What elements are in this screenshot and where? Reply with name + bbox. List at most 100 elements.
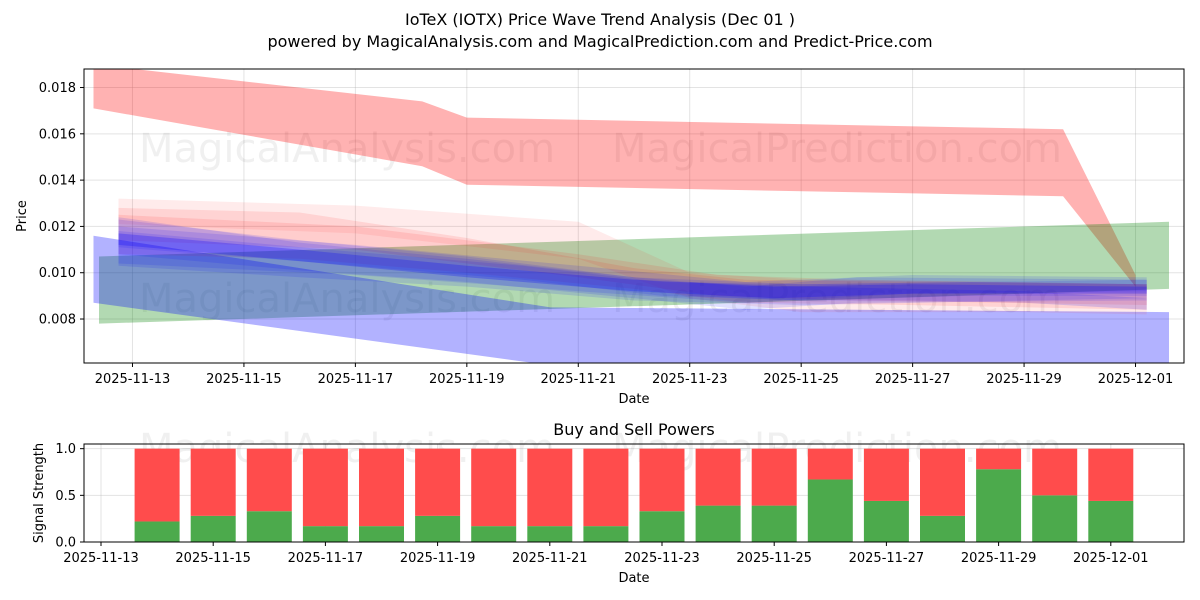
signal-y-tick-label: 0.5 bbox=[55, 489, 76, 504]
sell-bar bbox=[246, 448, 292, 512]
signal-x-tick-label: 2025-11-17 bbox=[288, 551, 364, 566]
buy-bar bbox=[302, 526, 348, 542]
signal-x-label: Date bbox=[618, 571, 649, 586]
watermark-prediction-top: MagicalPrediction.com bbox=[612, 126, 1062, 172]
signal-y-tick-label: 0.0 bbox=[55, 536, 76, 551]
sell-bar bbox=[639, 448, 685, 512]
price-x-tick-label: 2025-11-19 bbox=[429, 372, 505, 387]
buy-bar bbox=[190, 515, 236, 542]
wave-band-red bbox=[93, 69, 1136, 287]
watermark-analysis-mid: MagicalAnalysis.com bbox=[139, 276, 555, 322]
price-x-tick-label: 2025-11-13 bbox=[95, 372, 171, 387]
wave-band-blue bbox=[118, 219, 1147, 306]
buy-bar bbox=[807, 479, 853, 542]
sell-bar bbox=[976, 448, 1022, 470]
price-x-tick-label: 2025-11-15 bbox=[206, 372, 282, 387]
price-y-axis: 0.008 0.010 0.012 0.014 0.016 0.018 bbox=[39, 81, 84, 328]
buy-bar bbox=[246, 511, 292, 542]
sell-bar bbox=[1088, 448, 1134, 501]
watermark-prediction-mid: MagicalPrediction.com bbox=[612, 276, 1062, 322]
wave-band-red bbox=[118, 207, 1147, 310]
chart-subtitle: powered by MagicalAnalysis.com and Magic… bbox=[267, 32, 932, 51]
price-x-tick-label: 2025-11-29 bbox=[986, 372, 1062, 387]
sell-bar bbox=[471, 448, 517, 527]
wave-band-blue bbox=[118, 226, 1147, 303]
signal-x-tick-label: 2025-12-01 bbox=[1073, 551, 1149, 566]
price-x-label: Date bbox=[618, 392, 649, 407]
sell-bar bbox=[415, 448, 461, 516]
price-axes-frame bbox=[83, 68, 1185, 364]
price-wave-panel: MagicalAnalysis.com MagicalPrediction.co… bbox=[15, 68, 1185, 407]
sell-bar bbox=[920, 448, 965, 516]
signal-y-tick-label: 1.0 bbox=[55, 442, 76, 457]
signal-x-tick-label: 2025-11-13 bbox=[63, 551, 139, 566]
signal-y-label: Signal Strength bbox=[32, 443, 47, 543]
buy-sell-panel: Buy and Sell Powers MagicalAnalysis.com … bbox=[32, 420, 1185, 586]
price-x-tick-label: 2025-12-01 bbox=[1098, 372, 1174, 387]
signal-x-tick-label: 2025-11-21 bbox=[512, 551, 588, 566]
buy-bar bbox=[471, 526, 517, 542]
price-y-tick-label: 0.008 bbox=[39, 313, 76, 328]
sell-bar bbox=[190, 448, 236, 516]
price-x-tick-label: 2025-11-17 bbox=[318, 372, 394, 387]
signal-x-tick-label: 2025-11-29 bbox=[961, 551, 1037, 566]
buy-bar bbox=[920, 515, 965, 542]
buy-bar bbox=[527, 526, 573, 542]
signal-x-tick-label: 2025-11-15 bbox=[175, 551, 251, 566]
signal-x-tick-label: 2025-11-23 bbox=[624, 551, 700, 566]
wave-band-blue bbox=[118, 231, 1147, 301]
price-x-tick-label: 2025-11-23 bbox=[652, 372, 728, 387]
buy-bar bbox=[1032, 495, 1078, 542]
wave-band-blue bbox=[118, 233, 1147, 299]
buy-sell-title: Buy and Sell Powers bbox=[553, 420, 715, 439]
sell-bar bbox=[527, 448, 573, 527]
price-y-tick-label: 0.012 bbox=[39, 220, 76, 235]
price-y-tick-label: 0.014 bbox=[39, 174, 76, 189]
signal-axes-frame bbox=[83, 443, 1185, 543]
signal-x-axis: 2025-11-13 2025-11-15 2025-11-17 2025-11-19… bbox=[63, 542, 1149, 566]
wave-band-red bbox=[118, 198, 1147, 315]
buy-bar bbox=[583, 526, 629, 542]
signal-x-tick-label: 2025-11-27 bbox=[849, 551, 925, 566]
wave-band-red bbox=[118, 214, 1147, 306]
signal-x-tick-label: 2025-11-19 bbox=[400, 551, 476, 566]
buy-bar bbox=[751, 505, 797, 542]
wave-band-green bbox=[99, 221, 1169, 324]
wave-band-blue bbox=[689, 282, 1147, 310]
signal-x-tick-label: 2025-11-25 bbox=[736, 551, 812, 566]
price-y-tick-label: 0.016 bbox=[39, 127, 76, 142]
sell-bar bbox=[583, 448, 629, 527]
price-x-tick-label: 2025-11-21 bbox=[540, 372, 616, 387]
price-x-tick-label: 2025-11-27 bbox=[875, 372, 951, 387]
chart-title: IoTeX (IOTX) Price Wave Trend Analysis (… bbox=[405, 10, 795, 29]
buy-bar bbox=[1088, 500, 1134, 542]
signal-y-axis: 0.0 0.5 1.0 bbox=[55, 442, 84, 551]
price-y-tick-label: 0.018 bbox=[39, 81, 76, 96]
sell-bar bbox=[863, 448, 909, 501]
buy-bar bbox=[639, 511, 685, 542]
sell-bar bbox=[751, 448, 797, 506]
sell-bar bbox=[807, 448, 853, 480]
sell-bar bbox=[1032, 448, 1078, 496]
price-x-tick-label: 2025-11-25 bbox=[763, 372, 839, 387]
price-y-label: Price bbox=[15, 200, 30, 232]
buy-bar bbox=[695, 505, 741, 542]
signal-bars bbox=[134, 448, 1134, 542]
buy-bar bbox=[976, 469, 1022, 542]
wave-band-blue bbox=[93, 235, 1169, 363]
buy-bar bbox=[863, 500, 909, 542]
buy-bar bbox=[134, 521, 180, 542]
sell-bar bbox=[134, 448, 180, 522]
wave-bands bbox=[93, 69, 1169, 363]
sell-bar bbox=[302, 448, 348, 527]
price-grid bbox=[84, 69, 1184, 363]
watermark-analysis-top: MagicalAnalysis.com bbox=[139, 126, 555, 172]
price-x-axis: 2025-11-13 2025-11-15 2025-11-17 2025-11-19… bbox=[95, 363, 1174, 387]
price-y-tick-label: 0.010 bbox=[39, 266, 76, 281]
buy-bar bbox=[415, 515, 461, 542]
buy-bar bbox=[359, 526, 404, 542]
sell-bar bbox=[359, 448, 404, 527]
wave-band-blue bbox=[118, 217, 1147, 310]
sell-bar bbox=[695, 448, 741, 506]
